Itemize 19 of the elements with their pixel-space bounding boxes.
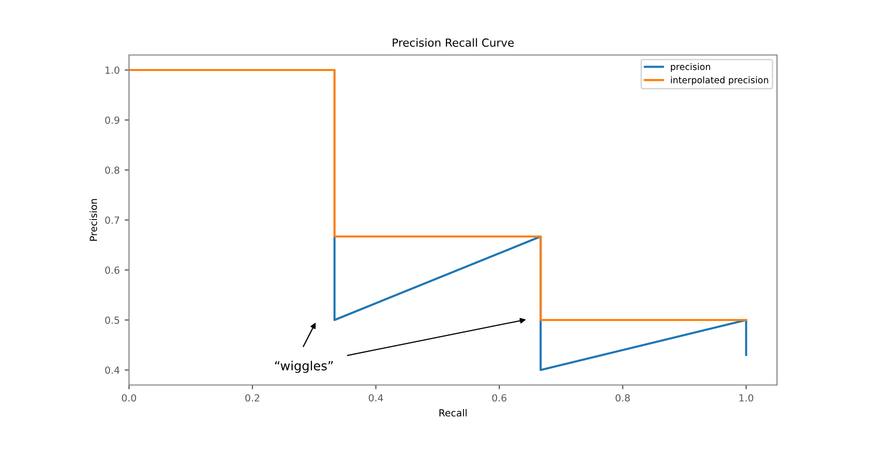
x-tick-label: 1.0 [739,394,754,402]
y-tick-label: 1.0 [106,66,120,74]
y-axis-title: Precision [90,199,98,241]
y-tick-label: 0.7 [105,216,120,224]
x-axis-title: Recall [439,408,467,417]
y-tick-label: 0.9 [105,116,120,124]
x-tick-label: 0.0 [122,394,136,402]
x-tick-label: 0.4 [368,394,384,402]
y-tick-label: 0.5 [105,316,120,324]
legend-label: interpolated precision [670,76,768,86]
x-tick-label: 0.8 [616,394,630,402]
x-tick-label: 0.2 [245,394,260,402]
y-tick-label: 0.4 [105,366,120,374]
x-tick-label: 0.6 [492,394,506,402]
y-tick-label: 0.6 [105,266,120,274]
legend-label: precision [670,63,710,72]
chart-title: Precision Recall Curve [392,38,514,47]
annotation: “wiggles” [275,360,333,373]
y-tick-label: 0.8 [105,166,120,174]
